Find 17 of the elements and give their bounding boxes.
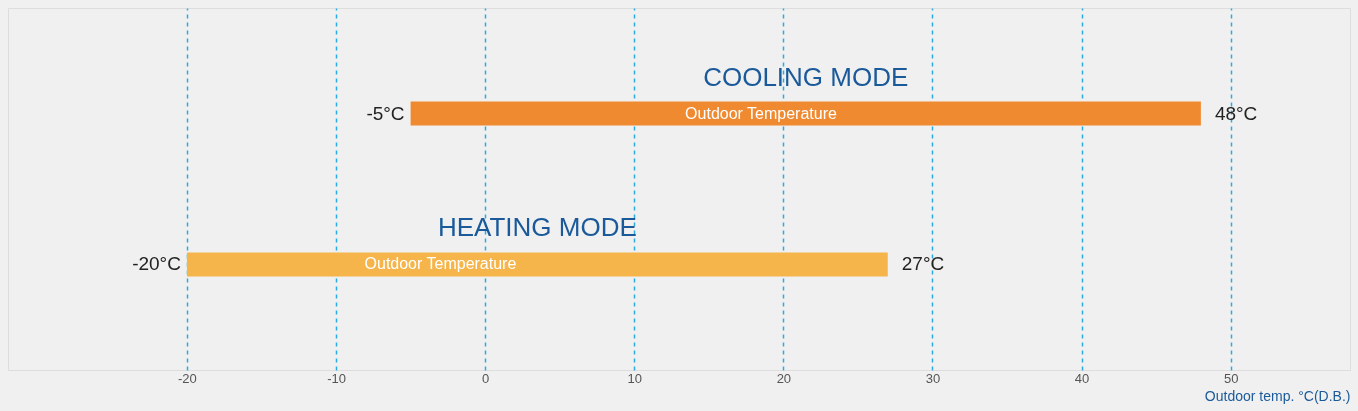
x-tick-label: -10	[327, 370, 346, 386]
annotation: 27°C	[901, 253, 945, 275]
x-tick-label: 30	[925, 370, 941, 386]
x-tick-label: 10	[627, 370, 642, 386]
annotation: 48°C	[1214, 102, 1258, 124]
y-tick-label: COOLING MODE	[703, 61, 909, 92]
annotation: Outdoor Temperature	[364, 255, 517, 273]
x-tick-label: -20	[178, 370, 197, 386]
annotation: Outdoor Temperature	[685, 104, 837, 122]
annotation: -20°C	[132, 253, 181, 275]
x-tick-label: 20	[776, 370, 792, 386]
x-tick-label: 40	[1074, 370, 1090, 386]
x-axis-title: Outdoor temp. °C(D.B.)	[1204, 387, 1351, 404]
annotation: -5°C	[366, 102, 405, 124]
y-tick-label: HEATING MODE	[437, 212, 637, 243]
x-tick-label: 0	[482, 370, 490, 386]
x-tick-label: 50	[1223, 370, 1239, 386]
